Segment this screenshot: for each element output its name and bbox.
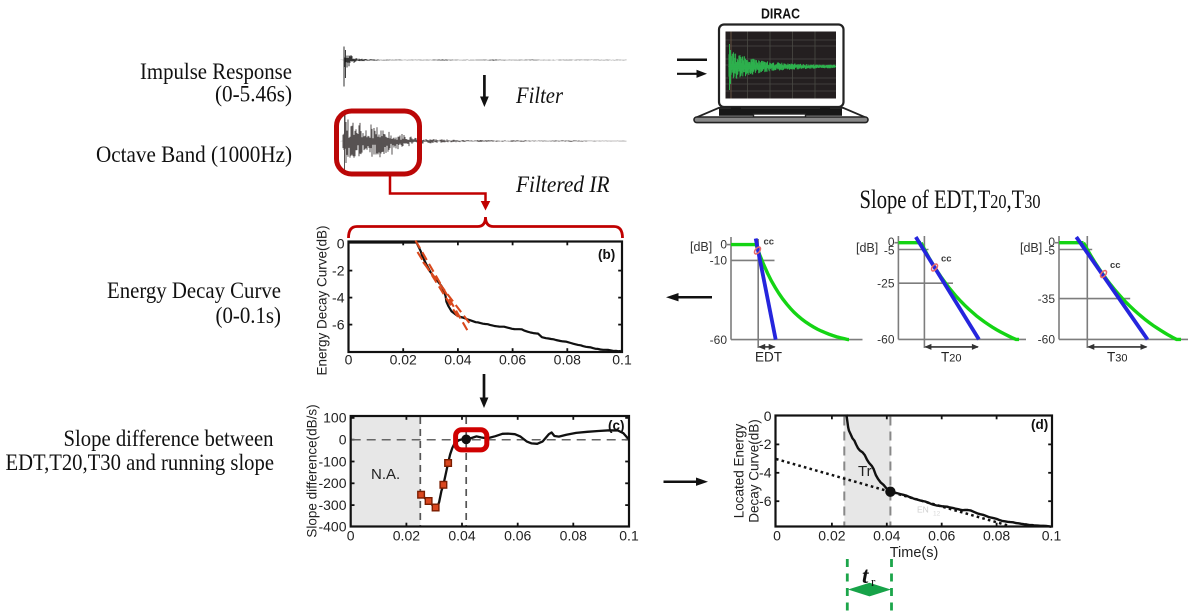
svg-text:Energy Decay Curve: Energy Decay Curve	[107, 278, 281, 303]
svg-text:Filtered IR: Filtered IR	[515, 172, 609, 197]
svg-text:cc: cc	[1110, 260, 1121, 271]
svg-text:0: 0	[339, 432, 347, 448]
svg-text:T20: T20	[941, 350, 962, 365]
svg-text:r: r	[871, 574, 876, 589]
svg-text:100: 100	[323, 410, 347, 426]
svg-text:Located Energy: Located Energy	[732, 423, 747, 518]
svg-text:EDT,T20,T30 and running slope: EDT,T20,T30 and running slope	[6, 450, 275, 475]
svg-text:-5: -5	[884, 244, 895, 258]
svg-text:Filter: Filter	[515, 83, 564, 108]
svg-text:Slope difference(dB/s): Slope difference(dB/s)	[305, 404, 320, 537]
svg-text:0.1: 0.1	[612, 352, 632, 368]
svg-text:[dB]: [dB]	[1020, 241, 1042, 255]
svg-text:0.06: 0.06	[504, 528, 531, 544]
svg-text:-10: -10	[710, 254, 728, 268]
svg-text:N.A.: N.A.	[371, 466, 400, 483]
svg-text:-6: -6	[332, 316, 345, 332]
svg-text:Slope difference between: Slope difference between	[64, 426, 274, 451]
svg-text:0: 0	[764, 408, 772, 424]
svg-text:-2: -2	[332, 262, 345, 278]
svg-text:0: 0	[720, 238, 727, 252]
svg-text:-25: -25	[877, 276, 895, 290]
svg-text:-4: -4	[759, 465, 772, 481]
svg-text:0: 0	[1048, 235, 1055, 249]
svg-text:(b): (b)	[598, 247, 615, 262]
svg-text:0.1: 0.1	[619, 528, 639, 544]
svg-text:-2: -2	[759, 436, 772, 452]
svg-text:-60: -60	[1038, 333, 1056, 347]
svg-text:0.06: 0.06	[928, 528, 955, 544]
svg-text:-60: -60	[877, 333, 895, 347]
svg-text:0.06: 0.06	[499, 352, 526, 368]
svg-text:Slope of EDT,T20,T30: Slope of EDT,T20,T30	[860, 185, 1041, 214]
svg-text:12: 12	[933, 511, 941, 518]
svg-text:0: 0	[345, 352, 353, 368]
svg-text:Time(s): Time(s)	[890, 545, 939, 561]
svg-text:Octave Band (1000Hz): Octave Band (1000Hz)	[96, 142, 292, 167]
svg-text:Decay Curve(dB): Decay Curve(dB)	[747, 419, 762, 523]
svg-text:-35: -35	[1038, 292, 1056, 306]
svg-text:-300: -300	[318, 497, 346, 513]
svg-text:0.04: 0.04	[873, 528, 900, 544]
svg-text:-100: -100	[318, 453, 346, 469]
svg-text:-60: -60	[710, 333, 728, 347]
svg-text:DIRAC: DIRAC	[761, 6, 800, 23]
svg-text:-4: -4	[332, 289, 345, 305]
svg-text:(0-0.1s): (0-0.1s)	[216, 303, 282, 328]
svg-text:cc: cc	[941, 254, 952, 265]
svg-text:EDT: EDT	[755, 350, 782, 365]
svg-text:cc: cc	[764, 237, 775, 248]
svg-text:[dB]: [dB]	[856, 241, 878, 255]
svg-text:-200: -200	[318, 475, 346, 491]
svg-text:0: 0	[347, 528, 355, 544]
svg-text:0.1: 0.1	[1042, 528, 1062, 544]
svg-text:0.04: 0.04	[444, 352, 471, 368]
svg-text:[dB]: [dB]	[690, 240, 712, 254]
svg-text:0.08: 0.08	[554, 352, 581, 368]
svg-text:Tr: Tr	[858, 463, 872, 480]
svg-text:0.02: 0.02	[393, 528, 420, 544]
svg-text:-5: -5	[1044, 244, 1055, 258]
svg-text:0: 0	[773, 528, 781, 544]
svg-text:Energy Decay Curve(dB): Energy Decay Curve(dB)	[315, 225, 330, 375]
svg-text:0.08: 0.08	[983, 528, 1010, 544]
svg-text:EN: EN	[917, 505, 929, 515]
svg-text:-6: -6	[759, 493, 772, 509]
svg-text:-400: -400	[318, 519, 346, 535]
svg-text:0.04: 0.04	[448, 528, 475, 544]
svg-text:0.02: 0.02	[818, 528, 845, 544]
svg-text:Impulse Response: Impulse Response	[140, 59, 292, 84]
svg-text:0: 0	[888, 235, 895, 249]
svg-text:0: 0	[337, 235, 345, 251]
svg-text:0.08: 0.08	[560, 528, 587, 544]
svg-text:T30: T30	[1107, 350, 1128, 365]
svg-text:(0-5.46s): (0-5.46s)	[215, 82, 292, 107]
svg-text:0.02: 0.02	[390, 352, 417, 368]
svg-text:(d): (d)	[1031, 417, 1048, 432]
svg-text:t: t	[862, 563, 869, 588]
